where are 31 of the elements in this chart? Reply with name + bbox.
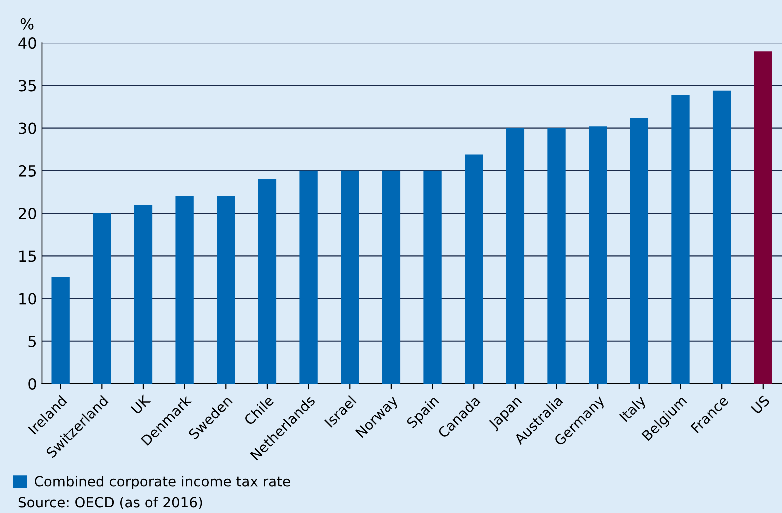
bar (465, 154, 484, 384)
bar (754, 52, 772, 384)
y-tick-label: 5 (28, 336, 36, 348)
bar (176, 196, 194, 384)
bar (52, 277, 70, 384)
bar (258, 179, 277, 384)
bar (134, 205, 153, 384)
bar (382, 170, 401, 384)
y-tick-label: 40 (18, 38, 36, 50)
bar (712, 90, 732, 384)
bar (589, 126, 608, 384)
y-tick-label: 20 (19, 208, 36, 220)
bar (424, 170, 442, 384)
source-note: Source: OECD (as of 2016) (18, 496, 202, 510)
legend-label: Combined corporate income tax rate (34, 476, 290, 490)
y-tick-label: 10 (20, 293, 36, 305)
bar (300, 170, 318, 384)
y-tick-label: 30 (19, 122, 36, 134)
y-tick-label: 0 (28, 378, 36, 390)
y-tick-label: 15 (20, 250, 36, 262)
bar (341, 170, 360, 384)
bar (548, 128, 566, 384)
y-tick-label: 25 (19, 165, 36, 177)
bar (630, 118, 649, 384)
bar (217, 196, 236, 384)
bar (506, 128, 525, 384)
y-axis-title: % (20, 18, 34, 30)
bar (93, 214, 112, 384)
x-tick-label: US (751, 395, 770, 415)
y-tick-label: 35 (19, 80, 36, 92)
bar (672, 95, 690, 384)
